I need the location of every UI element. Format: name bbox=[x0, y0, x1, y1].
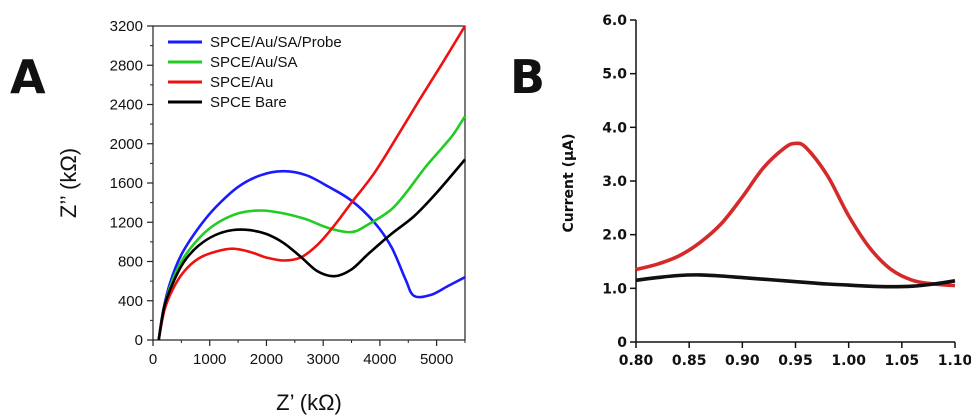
legend-a: SPCE/Au/SA/Probe SPCE/Au/SA SPCE/Au SPCE… bbox=[168, 34, 342, 111]
legend-label-probe: SPCE/Au/SA/Probe bbox=[210, 34, 342, 51]
y-tick-label-a: 800 bbox=[118, 254, 143, 271]
panel-label-a: A bbox=[10, 50, 46, 104]
series-baseline-black bbox=[635, 273, 956, 289]
y-tick-label-a: 1200 bbox=[110, 214, 143, 231]
y-tick-label-a: 2400 bbox=[110, 97, 143, 114]
y-tick-label-a: 1600 bbox=[110, 175, 143, 192]
series-sa bbox=[157, 115, 467, 341]
x-axis-label-a: Z’ (kΩ) bbox=[276, 390, 342, 415]
y-tick-label-b: 0 bbox=[617, 335, 627, 351]
y-tick-label-a: 2800 bbox=[110, 57, 143, 74]
x-tick-label-b: 0.95 bbox=[778, 353, 813, 369]
panel-label-b: B bbox=[510, 50, 545, 104]
dpv-current-chart: 0 1.0 2.0 3.0 4.0 5.0 6.0 0.80 0.85 0.90 0.95 1.00 1… bbox=[561, 13, 971, 369]
axes-b: 0 1.0 2.0 3.0 4.0 5.0 6.0 0.80 0.85 0.90 0.95 1.00 1… bbox=[602, 13, 971, 369]
x-tick-label-a: 0 bbox=[149, 351, 157, 368]
x-tick-label-b: 0.85 bbox=[672, 353, 707, 369]
x-tick-label-a: 2000 bbox=[250, 351, 283, 368]
series-au bbox=[157, 25, 467, 341]
y-tick-label-a: 400 bbox=[118, 293, 143, 310]
y-tick-label-a: 2000 bbox=[110, 136, 143, 153]
y-axis-label-a: Z’’ (kΩ) bbox=[56, 148, 81, 218]
series-a bbox=[157, 25, 467, 341]
series-peak-red bbox=[635, 141, 956, 288]
y-tick-label-a: 3200 bbox=[110, 18, 143, 35]
x-tick-label-a: 4000 bbox=[363, 351, 396, 368]
y-axis-label-b: Current (μA) bbox=[561, 133, 577, 232]
y-tick-label-b: 2.0 bbox=[602, 228, 627, 244]
y-tick-label-b: 6.0 bbox=[602, 13, 627, 29]
eis-nyquist-chart: 0 400 800 1200 1600 2000 2400 2800 3200 0 1000 2000… bbox=[56, 18, 467, 415]
y-tick-label-a: 0 bbox=[135, 332, 143, 349]
legend-label-bare: SPCE Bare bbox=[210, 94, 287, 111]
x-tick-label-b: 0.90 bbox=[725, 353, 760, 369]
plot-frame-a bbox=[152, 25, 466, 341]
x-tick-label-b: 1.00 bbox=[831, 353, 866, 369]
x-tick-label-a: 5000 bbox=[420, 351, 453, 368]
axes-a: 0 400 800 1200 1600 2000 2400 2800 3200 0 1000 2000… bbox=[110, 18, 466, 368]
x-tick-label-b: 1.10 bbox=[938, 353, 971, 369]
x-tick-label-b: 1.05 bbox=[885, 353, 920, 369]
x-tick-label-a: 3000 bbox=[306, 351, 339, 368]
x-tick-label-b: 0.80 bbox=[619, 353, 654, 369]
legend-label-au: SPCE/Au bbox=[210, 74, 273, 91]
series-probe bbox=[157, 169, 466, 341]
y-tick-label-b: 1.0 bbox=[602, 281, 627, 297]
y-tick-label-b: 3.0 bbox=[602, 174, 627, 190]
y-tick-label-b: 5.0 bbox=[602, 67, 627, 83]
y-tick-label-b: 4.0 bbox=[602, 120, 627, 136]
x-tick-label-a: 1000 bbox=[193, 351, 226, 368]
series-b bbox=[635, 141, 956, 289]
legend-label-sa: SPCE/Au/SA bbox=[210, 54, 298, 71]
series-bare bbox=[157, 158, 466, 341]
